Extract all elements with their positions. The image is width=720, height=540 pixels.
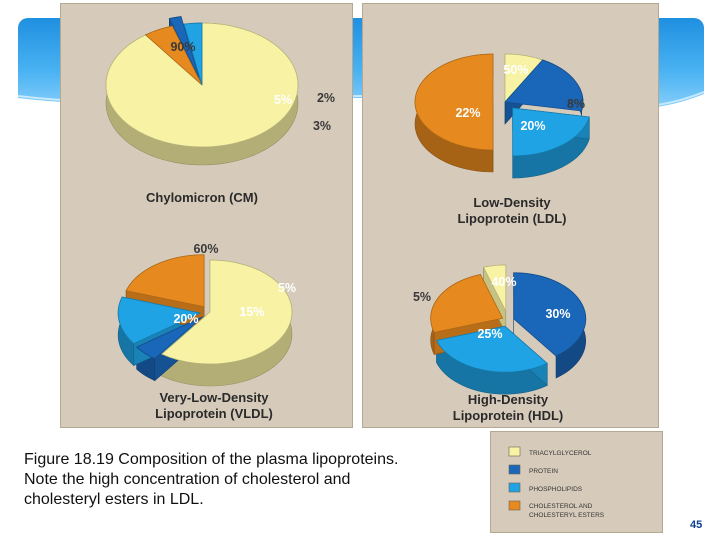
pie-slice-protein	[504, 59, 584, 112]
pie-slice-protein	[513, 272, 587, 357]
legend: TRIACYLGLYCEROL PROTEIN PHOSPHOLIPIDS CHOLE…	[508, 446, 605, 519]
legend-swatch	[508, 482, 521, 493]
caption-line-1: Figure 18.19 Composition of the plasma l…	[24, 451, 399, 468]
slice-value-label: 3%	[313, 119, 331, 133]
slice-value-label: 60%	[193, 242, 218, 256]
pie-chart-chylomicron: 90% 5% 2% 3% Chylomicron (CM)	[105, 16, 335, 205]
slice-value-label: 5%	[274, 93, 292, 107]
pie-slice-phospholipids	[117, 296, 202, 345]
legend-label: CHOLESTERYL ESTERS	[529, 512, 605, 519]
legend-label: CHOLESTEROL AND	[529, 503, 593, 510]
slice-value-label: 5%	[278, 281, 296, 295]
pie-slice-triacylglycerol	[482, 264, 507, 312]
chart-title-vldl-line1: Very-Low-Density	[159, 390, 269, 405]
slice-value-label: 25%	[477, 327, 502, 341]
figure-caption: Figure 18.19 Composition of the plasma l…	[24, 450, 474, 510]
pie-slice-triacylglycerol	[161, 259, 293, 365]
legend-swatch	[508, 500, 521, 511]
slice-value-label: 20%	[173, 312, 198, 326]
chart-title-ldl-line1: Low-Density	[473, 195, 551, 210]
slice-value-label: 8%	[567, 97, 585, 111]
page-number: 45	[690, 519, 703, 531]
slice-value-label: 50%	[503, 63, 528, 77]
slice-value-label: 20%	[520, 119, 545, 133]
pie-slice-cholesterol	[125, 254, 205, 308]
legend-label: PROTEIN	[529, 468, 558, 475]
pie-slice-cholesterol	[430, 274, 504, 333]
slice-value-label: 22%	[455, 106, 480, 120]
legend-swatch	[508, 446, 521, 457]
chart-title-cm: Chylomicron (CM)	[146, 190, 258, 205]
caption-line-2: Note the high concentration of cholester…	[24, 471, 351, 488]
chart-title-hdl-line2: Lipoprotein (HDL)	[453, 408, 563, 423]
caption-line-3: cholesteryl esters in LDL.	[24, 491, 204, 508]
pie-slice-phospholipids	[512, 107, 590, 157]
slice-value-label: 40%	[491, 275, 516, 289]
pie-slice-cholesterol	[144, 25, 203, 86]
pie-slice-phospholipids	[183, 22, 203, 86]
pie-slice-cholesterol	[414, 53, 494, 151]
legend-swatch	[508, 464, 521, 475]
slice-value-label: 15%	[239, 305, 264, 319]
legend-label: TRIACYLGLYCEROL	[529, 450, 592, 457]
chart-title-vldl-line2: Lipoprotein (VLDL)	[155, 406, 273, 421]
pie-slice-phospholipids	[435, 325, 548, 373]
pie-slice-protein	[168, 16, 200, 78]
slice-value-label: 30%	[545, 307, 570, 321]
slice-value-label: 5%	[413, 290, 431, 304]
chart-title-hdl-line1: High-Density	[468, 392, 549, 407]
slice-value-label: 2%	[317, 91, 335, 105]
legend-label: PHOSPHOLIPIDS	[529, 486, 583, 493]
pie-slice-protein	[135, 316, 204, 360]
slice-value-label: 90%	[170, 40, 195, 54]
chart-title-ldl-line2: Lipoprotein (LDL)	[457, 211, 566, 226]
